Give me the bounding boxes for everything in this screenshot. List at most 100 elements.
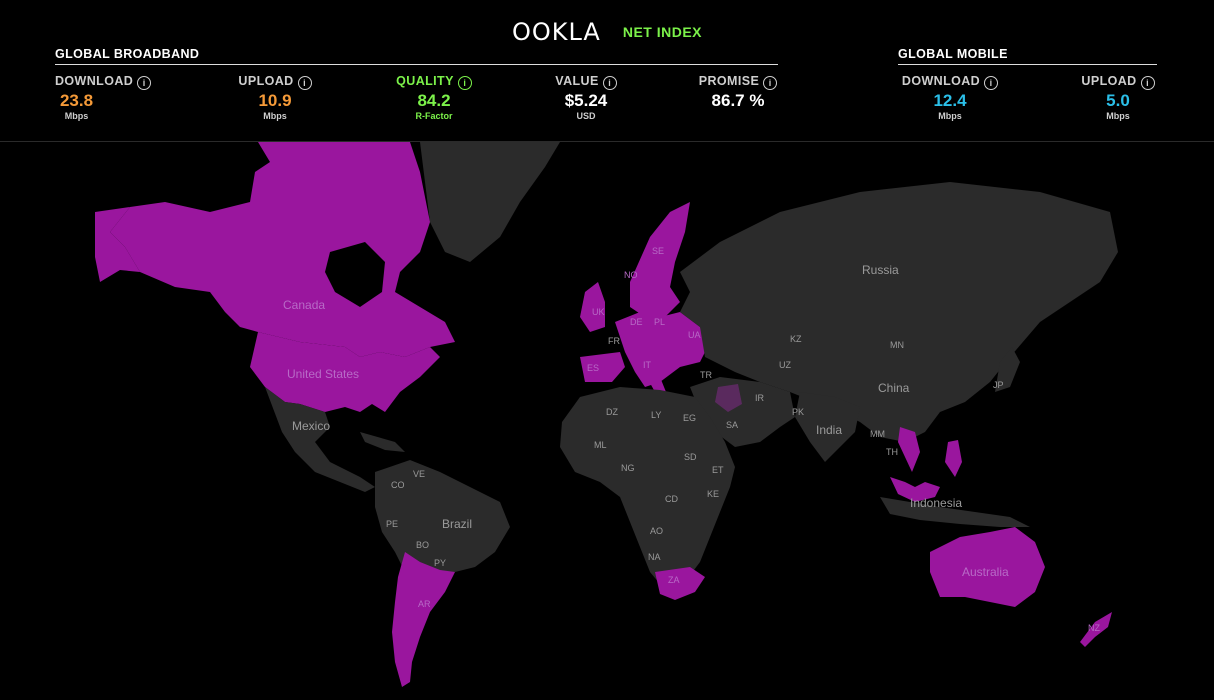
label-cd: CD	[665, 494, 678, 504]
metric-label: VALUE	[555, 74, 599, 88]
world-map-svg[interactable]: Russia Canada United States Mexico Brazi…	[0, 142, 1214, 700]
metric-value: $5.24	[564, 91, 608, 110]
label-tr: TR	[700, 370, 712, 380]
country-spain[interactable]	[580, 352, 625, 382]
info-icon[interactable]: i	[457, 76, 472, 90]
label-mm: MM	[870, 429, 885, 439]
country-indonesia[interactable]	[880, 497, 1030, 527]
label-mexico: Mexico	[292, 419, 330, 433]
broadband-value[interactable]: VALUE i $5.24 USD	[536, 73, 636, 121]
country-iraq[interactable]	[715, 384, 742, 412]
label-za: ZA	[668, 575, 680, 585]
metric-unit: Mbps	[263, 111, 287, 121]
mobile-download[interactable]: DOWNLOAD i 12.4 Mbps	[898, 73, 1002, 121]
info-icon[interactable]: i	[602, 76, 617, 90]
info-icon[interactable]: i	[137, 76, 152, 90]
info-icon[interactable]: i	[984, 76, 999, 90]
global-broadband-title: GLOBAL BROADBAND	[55, 47, 200, 61]
country-greenland[interactable]	[420, 142, 560, 262]
metric-value: 10.9	[258, 91, 292, 110]
hudson-bay	[325, 242, 385, 307]
broadband-quality[interactable]: QUALITY i 84.2 R-Factor	[384, 73, 484, 121]
metric-value: 86.7 %	[711, 91, 765, 110]
label-pe: PE	[386, 519, 398, 529]
label-ve: VE	[413, 469, 425, 479]
country-australia[interactable]	[930, 527, 1045, 607]
metric-unit: Mbps	[938, 111, 962, 121]
country-united-states[interactable]	[250, 332, 440, 412]
metric-value: 23.8	[59, 91, 94, 110]
stats-header: OOKLA NET INDEX GLOBAL BROADBAND DOWNLOA…	[0, 0, 1214, 142]
label-ng: NG	[621, 463, 635, 473]
global-mobile-title: GLOBAL MOBILE	[898, 47, 1008, 61]
label-jp: JP	[993, 380, 1004, 390]
label-se: SE	[652, 246, 664, 256]
broadband-download[interactable]: DOWNLOAD i 23.8 Mbps	[55, 73, 158, 121]
info-icon[interactable]: i	[1140, 76, 1155, 90]
metric-value: 5.0	[1106, 91, 1130, 110]
label-sd: SD	[684, 452, 697, 462]
label-uk: UK	[592, 307, 605, 317]
label-py: PY	[434, 558, 446, 568]
country-new-zealand[interactable]	[1080, 612, 1112, 647]
label-brazil: Brazil	[442, 517, 472, 531]
label-china: China	[878, 381, 910, 395]
country-scandinavia[interactable]	[630, 202, 690, 317]
label-ml: ML	[594, 440, 607, 450]
country-uk[interactable]	[580, 282, 605, 332]
label-india: India	[816, 423, 842, 437]
country-mexico[interactable]	[265, 387, 375, 492]
metric-value: 12.4	[933, 91, 967, 110]
label-ar: AR	[418, 599, 431, 609]
label-pk: PK	[792, 407, 804, 417]
label-united-states: United States	[287, 367, 359, 381]
label-russia: Russia	[862, 263, 899, 277]
label-et: ET	[712, 465, 724, 475]
country-italy[interactable]	[640, 352, 668, 397]
country-south-africa[interactable]	[655, 567, 705, 600]
label-na: NA	[648, 552, 661, 562]
country-canada[interactable]	[110, 142, 455, 357]
country-alaska[interactable]	[95, 207, 140, 282]
broadband-upload[interactable]: UPLOAD i 10.9 Mbps	[225, 73, 325, 121]
country-argentina[interactable]	[392, 552, 455, 687]
caribbean	[360, 432, 405, 452]
label-canada: Canada	[283, 298, 325, 312]
label-australia: Australia	[962, 565, 1009, 579]
label-bo: BO	[416, 540, 429, 550]
info-icon[interactable]: i	[763, 76, 778, 90]
label-indonesia: Indonesia	[910, 496, 962, 510]
region-europe[interactable]	[615, 312, 710, 387]
label-nz: NZ	[1088, 623, 1100, 633]
net-index-title[interactable]: NET INDEX	[622, 24, 703, 40]
label-no: NO	[624, 270, 638, 280]
region-asia[interactable]	[680, 182, 1118, 442]
metric-label: UPLOAD	[238, 74, 294, 88]
label-ke: KE	[707, 489, 719, 499]
country-india[interactable]	[795, 392, 860, 462]
metric-label: DOWNLOAD	[55, 74, 134, 88]
mobile-upload[interactable]: UPLOAD i 5.0 Mbps	[1078, 73, 1158, 121]
metric-label: DOWNLOAD	[901, 74, 981, 88]
country-japan[interactable]	[995, 347, 1020, 392]
label-ua: UA	[688, 330, 701, 340]
metric-unit: Mbps	[1106, 111, 1130, 121]
label-es: ES	[587, 363, 599, 373]
country-malaysia[interactable]	[890, 477, 940, 502]
country-philippines[interactable]	[945, 440, 962, 477]
ookla-logo[interactable]: OOKLA	[511, 18, 601, 46]
label-eg: EG	[683, 413, 696, 423]
metric-label: PROMISE	[698, 74, 760, 88]
label-co: CO	[391, 480, 405, 490]
label-fr: FR	[608, 336, 620, 346]
info-icon[interactable]: i	[297, 76, 312, 90]
metric-unit: R-Factor	[415, 111, 453, 121]
country-vietnam[interactable]	[898, 427, 920, 472]
label-sa: SA	[726, 420, 738, 430]
broadband-promise[interactable]: PROMISE i 86.7 %	[688, 73, 788, 111]
label-mn: MN	[890, 340, 904, 350]
continent-africa[interactable]	[560, 387, 735, 590]
world-map[interactable]: Russia Canada United States Mexico Brazi…	[0, 142, 1214, 700]
metric-label: QUALITY	[396, 74, 454, 88]
label-pl: PL	[654, 317, 665, 327]
